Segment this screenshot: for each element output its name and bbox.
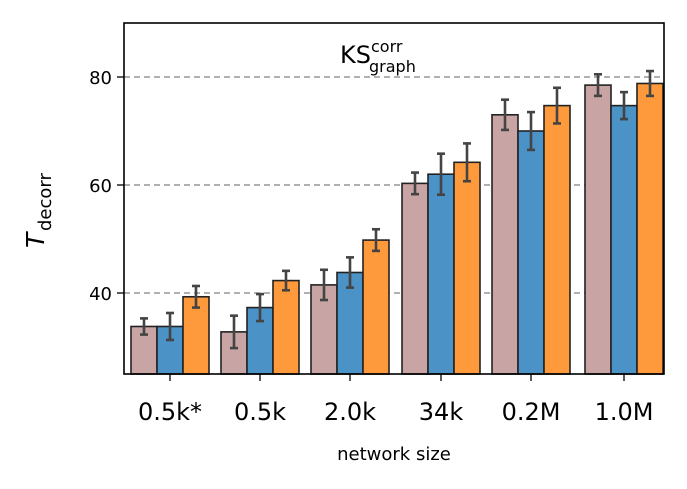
bar — [362, 239, 390, 375]
x-tick-label: 34k — [419, 398, 464, 426]
bar — [182, 295, 210, 375]
y-axis-label-subscript: decorr — [35, 173, 56, 231]
y-tick-label: 60 — [89, 176, 112, 197]
error-bars — [140, 69, 654, 350]
x-tick-label: 2.0k — [324, 398, 376, 426]
bar — [427, 173, 455, 375]
bar — [517, 130, 545, 375]
bar — [491, 114, 519, 375]
x-tick-label: 0.5k — [234, 398, 286, 426]
chart-title-superscript: corr — [371, 37, 403, 56]
bar — [636, 82, 664, 375]
x-axis-label: network size — [337, 444, 451, 465]
bar — [543, 104, 571, 375]
y-tick-label: 80 — [89, 68, 112, 89]
bars — [130, 82, 664, 375]
y-axis: 40 60 80 — [89, 68, 124, 305]
y-tick-label: 40 — [89, 284, 112, 305]
svg-text:T: T — [21, 231, 50, 248]
x-axis: 0.5k* 0.5k 2.0k 34k 0.2M 1.0M — [138, 374, 653, 426]
gridlines — [124, 76, 664, 294]
y-axis-label: T decorr — [21, 173, 56, 248]
x-tick-label: 1.0M — [595, 398, 654, 426]
bar — [610, 104, 638, 375]
bar — [453, 161, 481, 375]
bar — [584, 84, 612, 375]
x-tick-label: 0.5k* — [138, 398, 202, 426]
chart-title-subscript: graph — [369, 57, 416, 76]
plot-frame — [123, 22, 665, 375]
chart-title: KScorr — [340, 37, 403, 69]
x-tick-label: 0.2M — [502, 398, 561, 426]
bar — [401, 182, 429, 375]
bar — [272, 279, 300, 375]
